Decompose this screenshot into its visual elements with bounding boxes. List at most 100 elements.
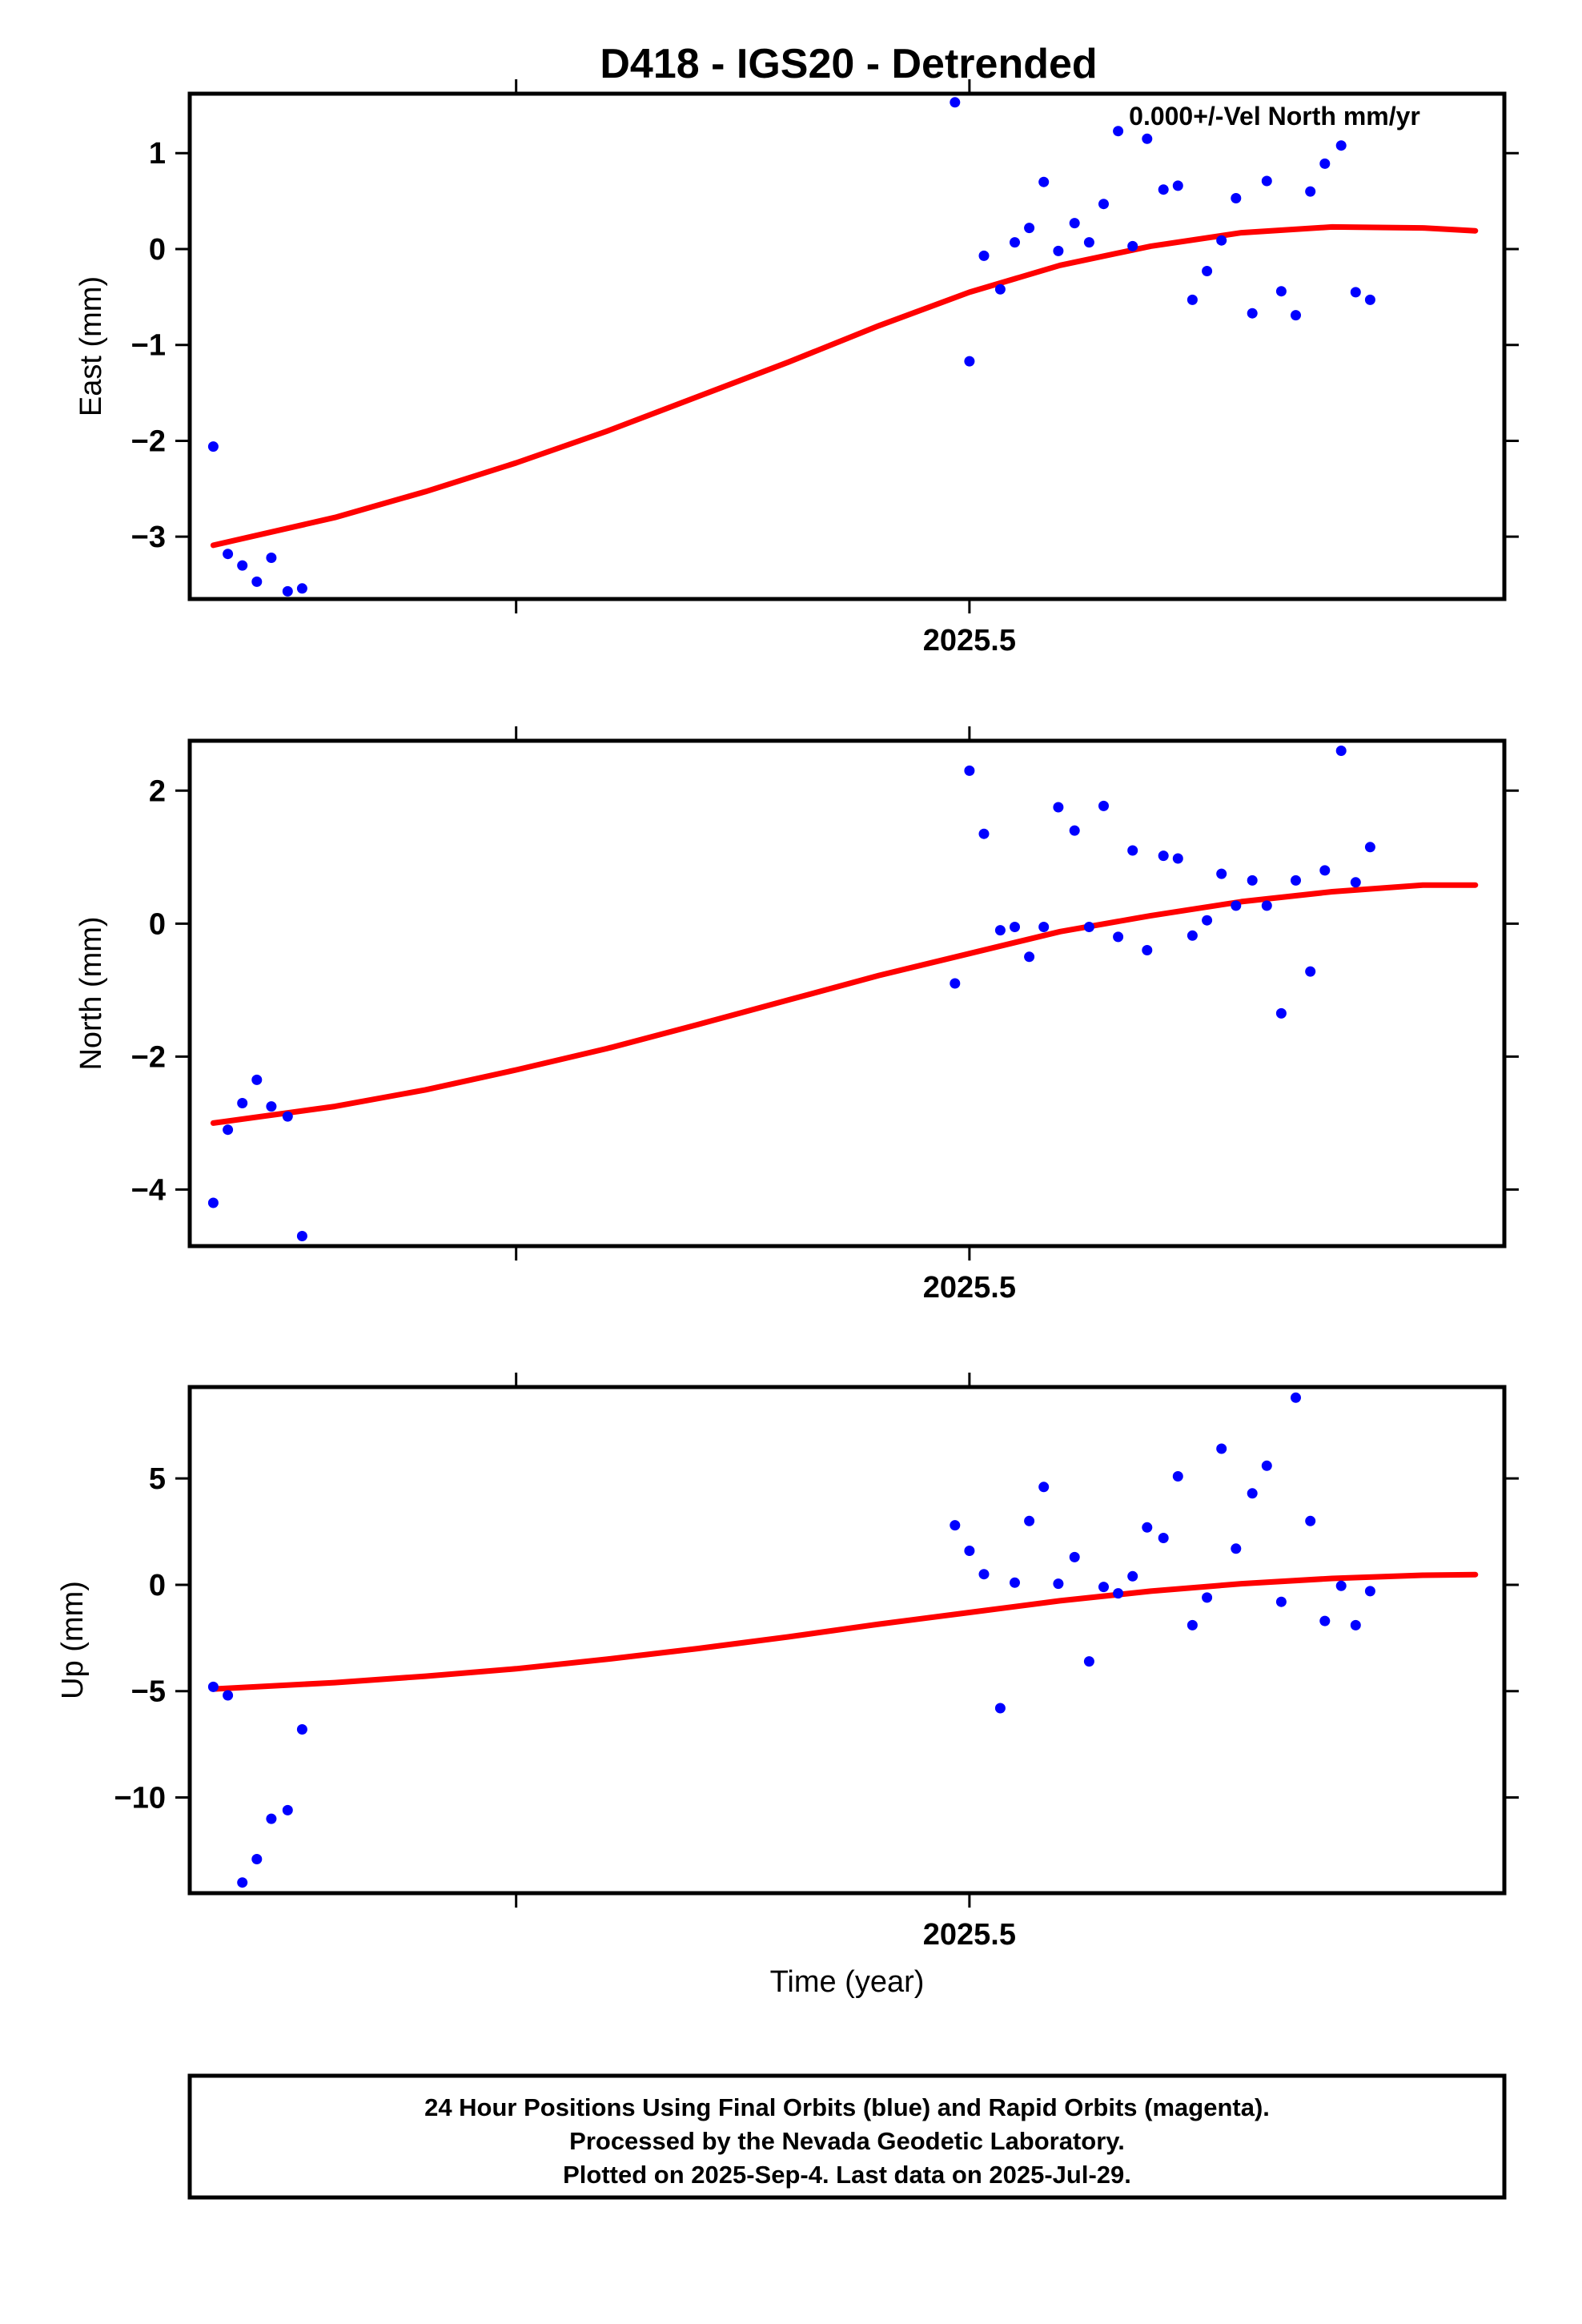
up-data-point (1069, 1551, 1080, 1562)
east-data-point (1202, 266, 1213, 276)
east-data-point (1335, 140, 1347, 151)
east-data-point (1142, 133, 1153, 144)
up-data-point (1202, 1592, 1213, 1603)
north-panel: 2 0 −2 −4 2025.5 North (mm) (74, 726, 1519, 1305)
north-data-point (1053, 802, 1064, 813)
east-data-point (1158, 184, 1169, 195)
east-data-point (1038, 176, 1050, 187)
east-ytick-label: −3 (131, 521, 166, 554)
up-data-point (1038, 1482, 1050, 1493)
east-data-point (994, 283, 1006, 295)
east-data-point (282, 585, 293, 597)
north-data-point (994, 925, 1006, 936)
up-data-point (1186, 1619, 1198, 1630)
east-data-point (1364, 294, 1375, 305)
north-data-point (1083, 922, 1094, 932)
north-data-point (1158, 850, 1169, 862)
east-data-point (296, 583, 307, 594)
up-data-point (950, 1520, 961, 1531)
north-data-point (1275, 1007, 1287, 1019)
up-data-point (207, 1681, 219, 1692)
up-data-point (1158, 1533, 1169, 1543)
east-data-point (1098, 199, 1109, 210)
east-data-point (1069, 218, 1080, 229)
east-data-point (1083, 237, 1094, 248)
north-ytick-label: −4 (131, 1173, 166, 1207)
east-data-point (237, 560, 248, 571)
north-ytick-label: −2 (131, 1040, 166, 1074)
up-data-point (1098, 1582, 1109, 1593)
east-data-point (1319, 158, 1331, 169)
up-data-point (1335, 1580, 1347, 1591)
north-data-point (964, 765, 975, 776)
up-xlabel: Time (year) (770, 1965, 925, 1999)
up-data-point (1350, 1619, 1361, 1630)
up-data-point (1127, 1570, 1138, 1582)
chart-title: D418 - IGS20 - Detrended (600, 41, 1097, 87)
up-fit-line (210, 1571, 1479, 1692)
north-data-point (1186, 930, 1198, 941)
east-ytick-label: −2 (131, 424, 166, 458)
up-ytick-label: −5 (131, 1675, 166, 1709)
north-data-point (1350, 877, 1361, 888)
footer-line-3: Plotted on 2025-Sep-4. Last data on 2025… (563, 2161, 1131, 2189)
up-data-point (1083, 1656, 1094, 1667)
up-data-point (964, 1546, 975, 1556)
east-data-point (978, 250, 990, 261)
north-data-point (266, 1101, 277, 1112)
up-data-point (1142, 1522, 1153, 1533)
north-data-point (1127, 845, 1138, 856)
east-data-point (1113, 126, 1124, 137)
footer-line-1: 24 Hour Positions Using Final Orbits (bl… (424, 2093, 1270, 2121)
north-ylabel: North (mm) (74, 916, 108, 1070)
up-ytick-label: −10 (114, 1782, 166, 1815)
up-panel: 5 0 −5 −10 2025.5 Up (mm) Time (year) (56, 1373, 1519, 1999)
east-data-point (1172, 180, 1183, 191)
up-data-point (1275, 1596, 1287, 1607)
north-data-point (1231, 900, 1242, 911)
north-data (207, 746, 1479, 1241)
north-data-point (1305, 966, 1316, 977)
north-data-point (1069, 825, 1080, 836)
north-data-point (237, 1098, 248, 1108)
east-data-point (1186, 294, 1198, 305)
east-data-point (207, 441, 219, 452)
east-fit-line (210, 223, 1479, 549)
north-data-point (1142, 945, 1153, 955)
up-data-point (1319, 1615, 1331, 1626)
east-data-point (1127, 240, 1138, 251)
east-ylabel: East (mm) (74, 276, 108, 416)
east-ytick-label: −1 (131, 329, 166, 363)
up-data-point (1364, 1586, 1375, 1597)
north-xtick-label: 2025.5 (923, 1271, 1016, 1305)
up-data-point (237, 1877, 248, 1888)
north-data-point (1261, 900, 1272, 911)
north-ytick-label: 0 (149, 907, 166, 941)
north-data-point (1364, 842, 1375, 853)
north-data-point (1247, 875, 1258, 886)
east-data (207, 97, 1479, 597)
east-data-point (1216, 235, 1227, 246)
up-data-point (266, 1813, 277, 1824)
north-data-point (1113, 931, 1124, 943)
north-data-point (1291, 875, 1301, 886)
north-data-point (207, 1197, 219, 1208)
east-data-point (1053, 245, 1064, 256)
up-xtick-label: 2025.5 (923, 1918, 1016, 1952)
north-data-point (296, 1231, 307, 1241)
up-data-point (1113, 1588, 1124, 1599)
north-plot-frame (187, 738, 1507, 1248)
up-data-point (1024, 1515, 1035, 1526)
north-data-point (1202, 915, 1213, 926)
east-data-point (266, 553, 277, 563)
north-data-point (282, 1111, 293, 1122)
east-data-point (1231, 193, 1242, 203)
up-plot-frame (187, 1385, 1507, 1896)
north-data-point (223, 1124, 234, 1136)
up-data-point (1053, 1578, 1064, 1590)
east-data-point (1024, 223, 1035, 234)
up-data-point (296, 1724, 307, 1735)
east-data-point (1305, 186, 1316, 197)
north-data-point (1098, 800, 1109, 811)
